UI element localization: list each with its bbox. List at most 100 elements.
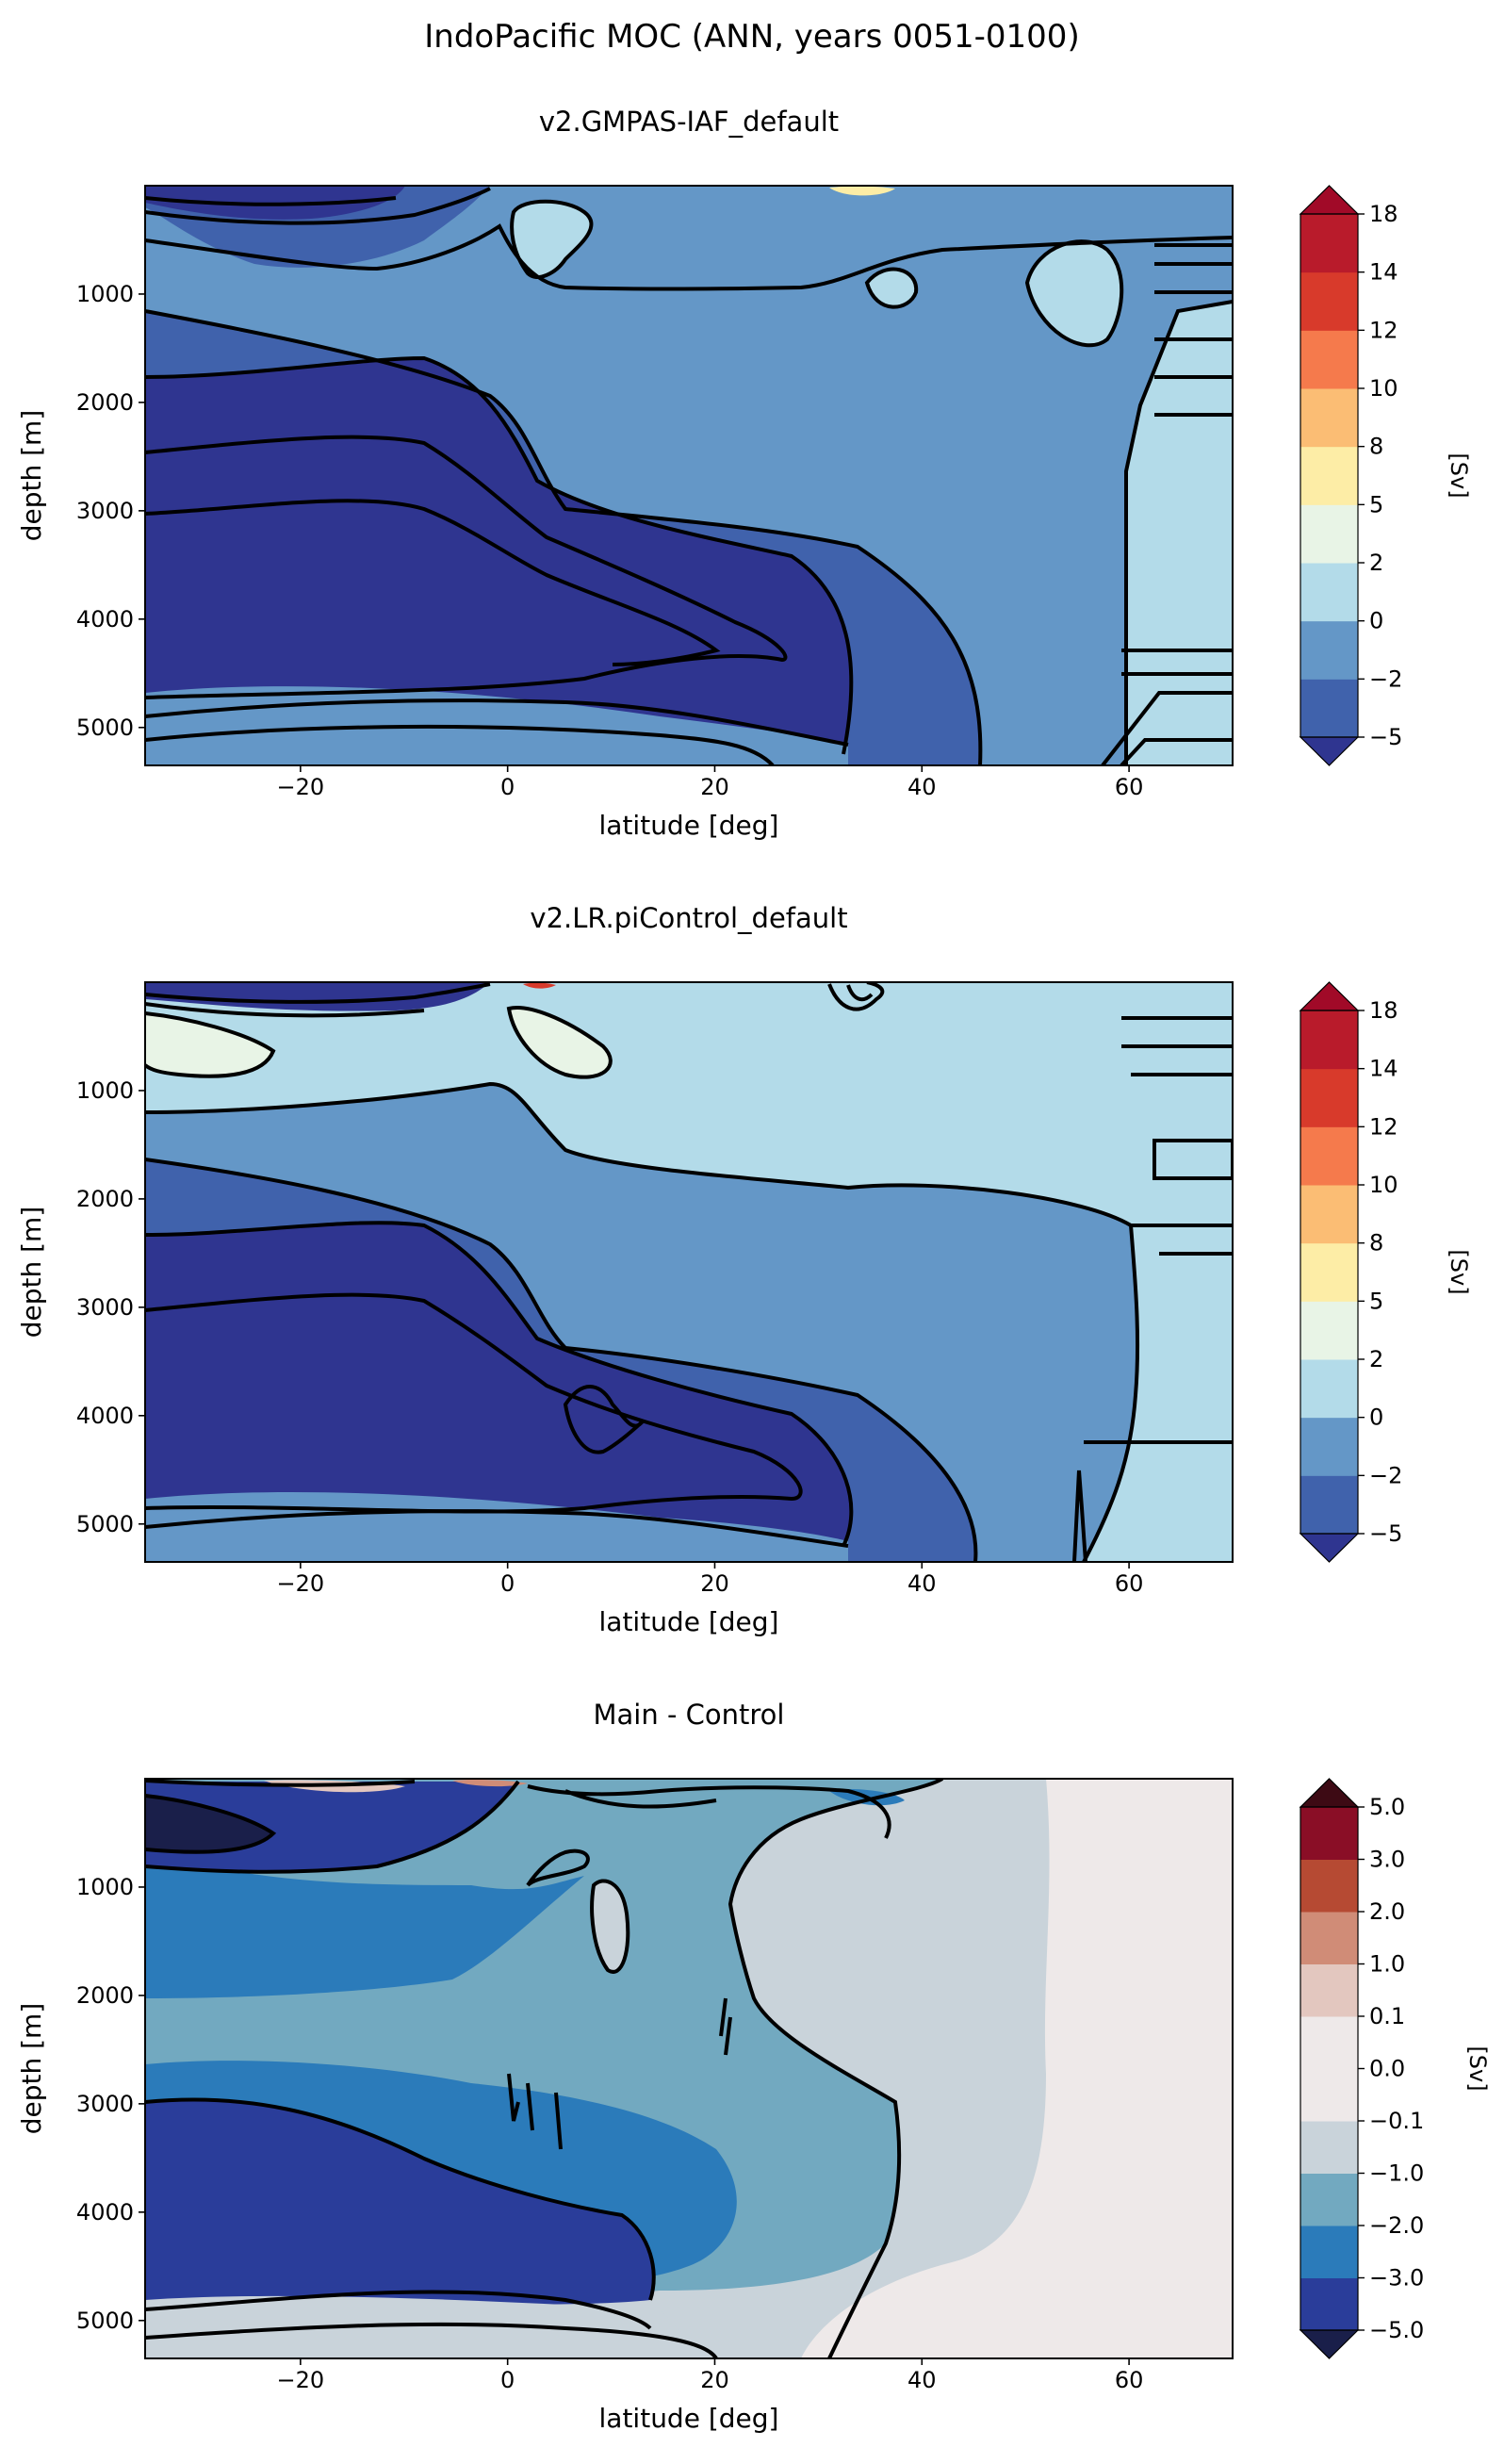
- colorbar-tick-label: 5: [1369, 1288, 1383, 1314]
- colorbar-segment: [1300, 2121, 1358, 2174]
- contour-lines: [145, 982, 1233, 1562]
- contour-line: [526, 1848, 590, 1887]
- colorbar-tick-label: 8: [1369, 434, 1383, 460]
- contour-line: [1121, 649, 1233, 676]
- colorbar-under-extension: [1299, 2329, 1360, 2359]
- colorbar-tick-label: 18: [1369, 997, 1398, 1024]
- colorbar-segment: [1300, 2277, 1358, 2331]
- contour-line: [145, 499, 721, 666]
- colorbar: −5 −2 0 2 5 8 10 12 14 18 [Sv]: [1299, 981, 1472, 1563]
- colorbar-tick-label: 5: [1369, 491, 1383, 517]
- colorbar-segment: [1300, 2173, 1358, 2226]
- colorbar-tick-label: 14: [1369, 259, 1398, 286]
- panel-gmpas: v2.GMPAS-IAF_default: [144, 106, 1234, 766]
- region-fill: [801, 1779, 1233, 2358]
- colorbar-frame: [1300, 213, 1359, 738]
- colorbar-segment: [1300, 2068, 1358, 2122]
- colorbar-segment: [1300, 1963, 1358, 2017]
- contour-line: [145, 724, 775, 765]
- region-fill: [512, 201, 592, 278]
- colorbar-tick-label: −5: [1369, 1520, 1402, 1547]
- y-tick-label: 2000: [76, 1186, 134, 1212]
- contour-line: [1124, 300, 1233, 765]
- colorbar-tick-label: 12: [1369, 1113, 1398, 1140]
- y-axis-label: depth [m]: [16, 1207, 47, 1339]
- colorbar-tick-label: 18: [1369, 201, 1398, 227]
- region-fill: [523, 982, 556, 989]
- x-axis-label: latitude [deg]: [599, 2403, 779, 2434]
- contour-line: [145, 2290, 652, 2330]
- contour-line: [145, 1794, 277, 1854]
- contour-line: [1072, 1470, 1087, 1562]
- contour-line: [145, 1509, 849, 1548]
- colorbar-tick-label: 14: [1369, 1056, 1398, 1082]
- contour-line: [145, 1011, 276, 1078]
- colorbar-tick-label: 8: [1369, 1230, 1383, 1257]
- y-tick-label: 5000: [76, 1511, 134, 1537]
- plot-frame: [144, 981, 1234, 1563]
- y-tick-label: 4000: [76, 1403, 134, 1429]
- figure-title: IndoPacific MOC (ANN, years 0051-0100): [424, 18, 1079, 56]
- colorbar-tick-label: 10: [1369, 375, 1398, 402]
- contour-line: [590, 1879, 630, 1974]
- x-tick-label: 0: [500, 2367, 515, 2393]
- plot-frame: [144, 1778, 1234, 2359]
- region-fill: [145, 1013, 273, 1076]
- colorbar-tick-label: 5.0: [1369, 1794, 1405, 1820]
- colorbar: −5 −2 0 2 5 8 10 12 14 18 [Sv]: [1299, 185, 1472, 766]
- y-tick-label: 1000: [76, 1874, 134, 1900]
- contour-line: [145, 355, 854, 755]
- colorbar-tick-label: 12: [1369, 317, 1398, 343]
- contour-line: [145, 698, 849, 747]
- region-fill: [452, 1780, 528, 1787]
- y-tick-label: 3000: [76, 498, 134, 524]
- x-tick-label: 60: [1115, 1570, 1144, 1597]
- x-tick-label: 20: [700, 2367, 729, 2393]
- region-fill: [145, 2295, 707, 2358]
- contour-line: [507, 2073, 563, 2150]
- contour-line: [145, 435, 788, 699]
- colorbar-tick-label: 2.0: [1369, 1898, 1405, 1925]
- x-tick-label: 60: [1115, 774, 1144, 800]
- colorbar-over-extension: [1299, 981, 1360, 1011]
- contour-field: [145, 982, 1233, 1562]
- colorbar-under-extension: [1299, 1533, 1360, 1563]
- panel-title: Main - Control: [594, 1699, 785, 1731]
- colorbar-tick-label: 3.0: [1369, 1847, 1405, 1873]
- y-tick-label: 5000: [76, 715, 134, 741]
- contour-field: [145, 186, 1233, 765]
- contour-line: [145, 2322, 718, 2358]
- contour-line: [527, 1784, 891, 1839]
- region-fill: [145, 1848, 584, 1998]
- colorbar-segment: [1300, 1912, 1358, 1964]
- contour-lines: [145, 1779, 944, 2358]
- x-tick-label: 40: [907, 1570, 937, 1597]
- contour-line: [1024, 239, 1124, 348]
- contour-line: [145, 982, 491, 1018]
- region-fill: [145, 982, 490, 1011]
- region-fill: [145, 1796, 273, 1852]
- y-tick-label: 2000: [76, 1982, 134, 2009]
- y-tick-label: 1000: [76, 281, 134, 307]
- y-tick-label: 2000: [76, 389, 134, 416]
- colorbar-segment: [1300, 271, 1358, 331]
- colorbar-tick-label: 0.1: [1369, 2003, 1405, 2029]
- contour-line: [145, 2097, 656, 2301]
- colorbar-segment: [1300, 214, 1358, 273]
- x-tick-label: 40: [907, 2367, 937, 2393]
- contour-line: [727, 1779, 944, 2358]
- y-axis-label: depth [m]: [16, 2003, 47, 2135]
- region-fill: [829, 186, 895, 196]
- region-fill: [145, 1223, 852, 1546]
- colorbar-tick-label: −5.0: [1369, 2317, 1424, 2343]
- colorbar-segment: [1300, 1475, 1358, 1535]
- region-fill: [592, 1881, 629, 1972]
- contour-line: [145, 1779, 416, 1787]
- colorbar-tick-label: −2.0: [1369, 2212, 1424, 2239]
- y-tick-label: 4000: [76, 2199, 134, 2226]
- colorbar-label: [Sv]: [1464, 2045, 1491, 2091]
- panel-difference: Main - Control: [144, 1699, 1234, 2359]
